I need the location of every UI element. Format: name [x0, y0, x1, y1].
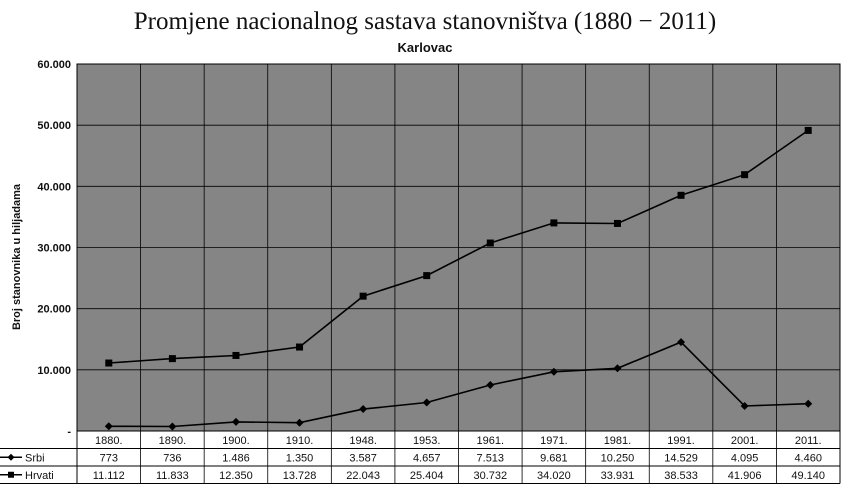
data-point-srbi [804, 399, 813, 408]
x-tick-label: 1910. [286, 435, 314, 447]
data-point-srbi [677, 338, 686, 347]
data-point-srbi [486, 381, 495, 390]
table-value-hrvati: 11.112 [93, 470, 125, 482]
data-point-hrvati [804, 126, 812, 134]
data-point-hrvati [232, 351, 240, 359]
table-value-srbi: 4.657 [413, 452, 441, 464]
x-tick-label: 1971. [540, 435, 568, 447]
table-value-srbi: 9.681 [540, 452, 568, 464]
data-point-srbi [549, 367, 558, 376]
x-tick-label: 1900. [222, 435, 250, 447]
chart-title: Promjene nacionalnog sastava stanovništv… [133, 8, 717, 35]
x-tick-label: 1961. [477, 435, 505, 447]
table-value-srbi: 14.529 [664, 452, 698, 464]
table-value-hrvati: 22.043 [346, 470, 380, 482]
x-tick-label: 2001. [731, 435, 759, 447]
data-point-hrvati [359, 292, 367, 300]
table-value-hrvati: 25.404 [410, 470, 444, 482]
y-tick-label: 10.000 [37, 365, 71, 377]
y-tick-label: 30.000 [37, 243, 71, 255]
table-value-srbi: 736 [163, 452, 181, 464]
data-point-srbi [359, 405, 368, 414]
data-point-srbi [295, 418, 304, 427]
legend-marker-hrvati [8, 471, 14, 478]
table-value-srbi: 3.587 [349, 452, 377, 464]
chart-subtitle: Karlovac [397, 40, 453, 55]
legend-entry-srbi: Srbi [25, 452, 45, 464]
y-tick-label: - [67, 426, 71, 438]
data-point-srbi [231, 417, 240, 426]
data-point-srbi [168, 422, 177, 431]
legend-marker-srbi [7, 453, 15, 461]
table-value-srbi: 4.095 [731, 452, 759, 464]
data-point-srbi [613, 364, 622, 373]
x-tick-label: 1981. [604, 435, 632, 447]
x-tick-label: 1991. [667, 435, 695, 447]
table-value-hrvati: 13.728 [283, 470, 317, 482]
table-value-hrvati: 38.533 [664, 470, 698, 482]
data-point-hrvati [741, 171, 749, 179]
series-line-srbi [108, 341, 809, 428]
table-value-hrvati: 49.140 [791, 470, 825, 482]
data-point-hrvati [168, 355, 176, 363]
y-tick-label: 40.000 [37, 181, 71, 193]
data-point-hrvati [677, 191, 685, 199]
series-line-hrvati [108, 129, 809, 364]
data-point-hrvati [486, 239, 494, 247]
data-point-hrvati [296, 343, 304, 351]
y-tick-label: 50.000 [37, 120, 71, 132]
table-value-srbi: 10.250 [601, 452, 635, 464]
data-point-srbi [740, 401, 749, 410]
table-value-hrvati: 30.732 [473, 470, 507, 482]
table-value-srbi: 1.350 [286, 452, 314, 464]
table-value-hrvati: 34.020 [537, 470, 571, 482]
table-value-hrvati: 33.931 [601, 470, 635, 482]
y-tick-label: 20.000 [37, 304, 71, 316]
table-value-hrvati: 41.906 [728, 470, 762, 482]
table-value-srbi: 773 [100, 452, 118, 464]
y-tick-label: 60.000 [37, 59, 71, 71]
x-tick-label: 1948. [349, 435, 377, 447]
data-point-hrvati [105, 359, 113, 367]
table-value-hrvati: 11.833 [156, 470, 189, 482]
x-tick-label: 2011. [795, 435, 822, 447]
x-tick-label: 1880. [95, 435, 123, 447]
data-point-hrvati [550, 219, 558, 227]
data-point-srbi [104, 422, 113, 431]
table-value-hrvati: 12.350 [219, 470, 253, 482]
data-point-hrvati [613, 219, 621, 227]
table-value-srbi: 4.460 [794, 452, 822, 464]
data-point-hrvati [423, 272, 431, 280]
x-tick-label: 1953. [413, 435, 441, 447]
data-point-srbi [422, 398, 431, 407]
table-value-srbi: 1.486 [222, 452, 250, 464]
table-value-srbi: 7.513 [477, 452, 505, 464]
legend-entry-hrvati: Hrvati [25, 470, 54, 482]
x-tick-label: 1890. [159, 435, 187, 447]
